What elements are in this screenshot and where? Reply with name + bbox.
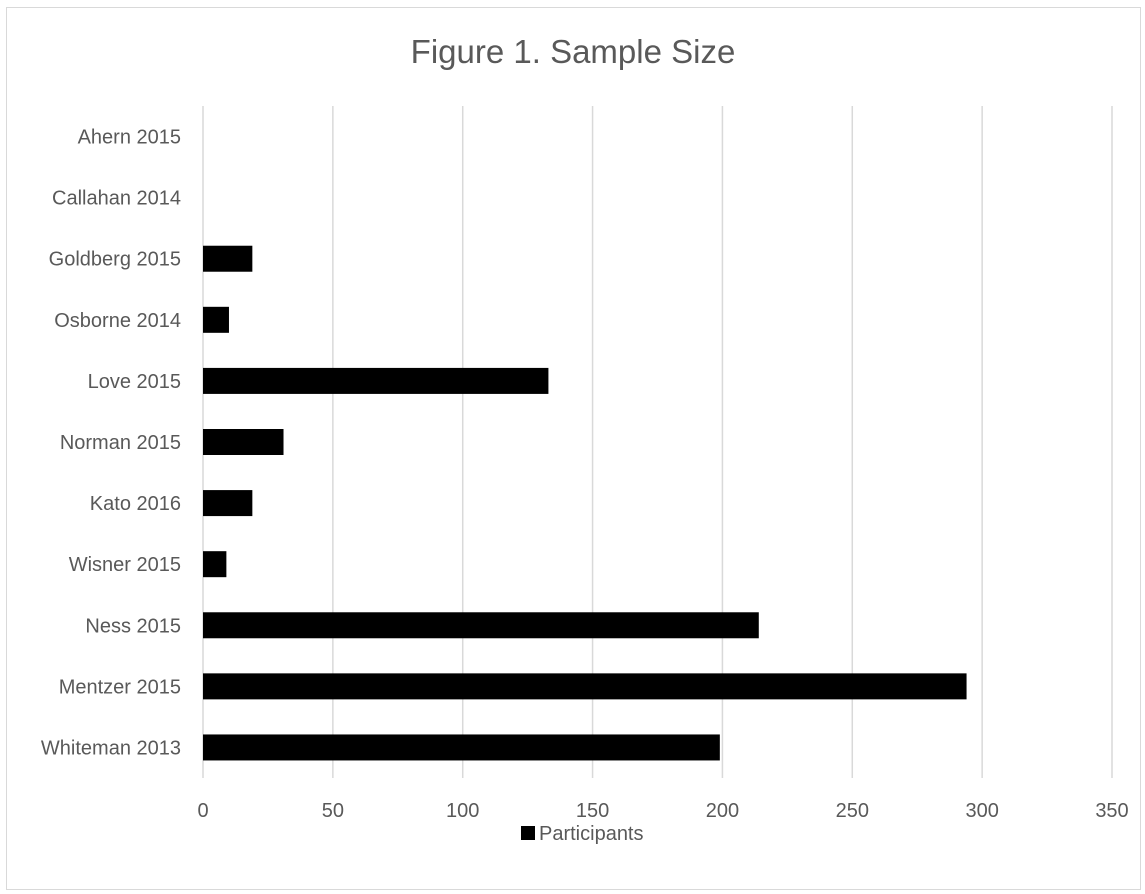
- bar-goldberg-2015: [203, 245, 253, 272]
- bars: [203, 245, 967, 761]
- chart-title: Figure 1. Sample Size: [411, 33, 736, 70]
- x-tick-label: 300: [965, 800, 998, 822]
- gridlines: [202, 106, 1113, 778]
- category-label: Ahern 2015: [78, 127, 181, 149]
- legend: Participants: [521, 823, 644, 845]
- category-label: Kato 2016: [90, 493, 181, 515]
- x-axis-tick-labels: 0 50 100 150 200 250 300 350: [197, 800, 1128, 822]
- bar-mentzer-2015: [203, 673, 967, 700]
- bar-whiteman-2013: [203, 734, 720, 761]
- category-labels: Ahern 2015 Callahan 2014 Goldberg 2015 Osbo…: [41, 127, 181, 760]
- x-tick-label: 250: [836, 800, 869, 822]
- bar-kato-2016: [203, 490, 253, 517]
- category-label: Love 2015: [88, 371, 181, 393]
- bar-osborne-2014: [203, 306, 229, 333]
- bar-wisner-2015: [203, 551, 227, 578]
- category-label: Ness 2015: [85, 615, 181, 637]
- x-tick-label: 0: [197, 800, 208, 822]
- category-label: Goldberg 2015: [49, 249, 181, 271]
- category-label: Wisner 2015: [69, 554, 181, 576]
- legend-swatch-participants: [521, 826, 535, 840]
- x-tick-label: 150: [576, 800, 609, 822]
- category-label: Mentzer 2015: [59, 676, 181, 698]
- x-tick-label: 50: [322, 800, 344, 822]
- category-label: Norman 2015: [60, 432, 181, 454]
- x-tick-label: 350: [1095, 800, 1128, 822]
- category-label: Osborne 2014: [54, 310, 181, 332]
- bar-norman-2015: [203, 429, 284, 455]
- bar-love-2015: [203, 367, 549, 394]
- category-label: Callahan 2014: [52, 188, 181, 210]
- category-label: Whiteman 2013: [41, 737, 181, 759]
- x-tick-label: 100: [446, 800, 479, 822]
- bar-ness-2015: [203, 612, 759, 639]
- legend-label-participants: Participants: [539, 823, 644, 845]
- x-tick-label: 200: [706, 800, 739, 822]
